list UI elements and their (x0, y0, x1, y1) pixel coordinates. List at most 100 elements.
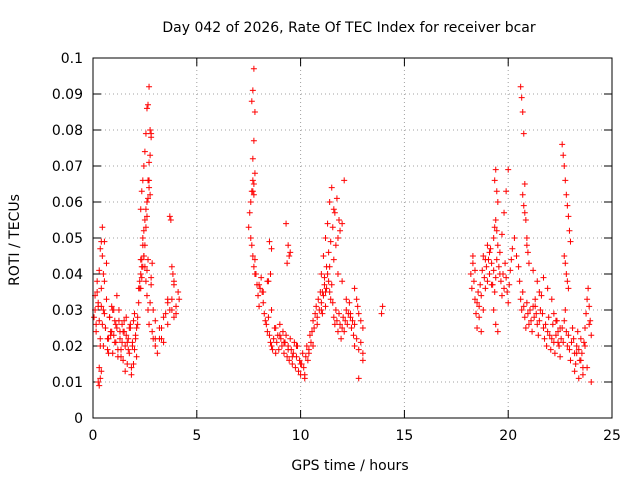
data-point (378, 310, 385, 317)
data-point (173, 310, 180, 317)
data-point (137, 271, 144, 277)
data-point (549, 321, 556, 328)
data-point (339, 325, 346, 331)
data-point (534, 278, 541, 285)
data-point (98, 285, 105, 292)
data-point (486, 249, 493, 256)
data-point (102, 325, 109, 331)
data-point (141, 242, 148, 249)
data-point (490, 267, 497, 274)
data-point (293, 343, 300, 349)
data-point (351, 285, 358, 292)
data-point (476, 303, 483, 310)
data-point (493, 227, 500, 234)
data-point (562, 260, 569, 267)
data-point (323, 285, 330, 292)
data-point (176, 296, 183, 303)
data-point (91, 314, 98, 321)
data-point (131, 310, 138, 317)
data-point (582, 325, 589, 331)
data-point (519, 109, 526, 115)
data-point (353, 335, 360, 342)
data-point (524, 310, 531, 317)
data-point (538, 292, 545, 299)
data-point (566, 346, 573, 353)
data-point (558, 335, 565, 342)
data-point (338, 335, 345, 342)
data-point (518, 307, 525, 313)
data-point (147, 152, 154, 159)
data-point (566, 227, 573, 234)
data-point (278, 343, 285, 349)
data-point (516, 278, 523, 285)
data-point (249, 177, 256, 184)
data-point (532, 303, 539, 310)
data-point (265, 314, 272, 321)
data-point (154, 350, 161, 357)
x-axis-title: GPS time / hours (291, 458, 408, 474)
data-point (520, 303, 527, 310)
data-point (272, 350, 279, 357)
data-point (142, 206, 149, 213)
data-point (113, 325, 120, 331)
data-point (341, 328, 348, 335)
data-point (103, 260, 110, 267)
data-point (563, 328, 570, 335)
data-point (314, 314, 321, 321)
data-point (350, 332, 357, 339)
x-tick-label: 25 (603, 428, 621, 444)
data-point (250, 181, 257, 187)
x-tick-label: 20 (499, 428, 517, 444)
data-point (247, 199, 254, 205)
data-point (494, 242, 501, 249)
data-point (276, 321, 283, 328)
data-point (324, 220, 331, 227)
data-point (256, 303, 263, 310)
data-points (91, 65, 595, 389)
data-point (312, 310, 319, 317)
data-point (555, 328, 562, 335)
data-point (521, 314, 528, 321)
data-point (173, 303, 180, 310)
data-point (543, 343, 550, 349)
data-point (534, 321, 541, 328)
data-point (511, 235, 518, 241)
data-point (320, 292, 327, 299)
data-point (139, 263, 146, 270)
data-point (323, 263, 330, 270)
data-point (286, 357, 293, 364)
data-point (248, 98, 255, 105)
data-point (107, 332, 114, 339)
data-point (285, 242, 292, 249)
data-point (484, 242, 491, 249)
data-point (170, 314, 177, 321)
data-point (170, 278, 177, 285)
data-point (113, 292, 120, 299)
data-point (561, 253, 568, 259)
data-point (132, 335, 139, 342)
data-point (565, 213, 572, 220)
data-point (506, 281, 513, 288)
data-point (496, 271, 503, 277)
data-point (519, 191, 526, 198)
data-point (164, 321, 171, 328)
data-point (140, 163, 147, 169)
data-point (557, 325, 564, 331)
data-point (540, 325, 547, 331)
data-point (322, 303, 329, 310)
data-point (128, 364, 135, 371)
data-point (474, 325, 481, 331)
data-point (539, 310, 546, 317)
data-point (521, 209, 528, 216)
data-point (562, 177, 569, 184)
data-point (340, 314, 347, 321)
data-point (137, 256, 144, 263)
data-point (343, 296, 350, 303)
data-point (279, 328, 286, 335)
data-point (267, 339, 274, 346)
data-point (265, 278, 272, 285)
data-point (327, 238, 334, 245)
data-point (578, 350, 585, 357)
data-point (267, 271, 274, 277)
data-point (577, 335, 584, 342)
